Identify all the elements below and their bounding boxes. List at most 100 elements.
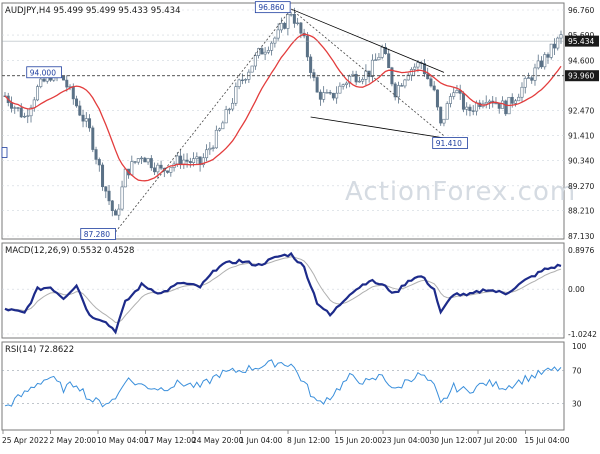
candle-body <box>413 66 417 70</box>
candle-body <box>195 156 199 159</box>
candle-body <box>110 200 114 212</box>
candle-body <box>169 167 173 173</box>
candle-body <box>123 168 127 188</box>
macd-panel-frame <box>1 242 565 339</box>
candle-body <box>296 22 300 25</box>
candle-body <box>201 157 205 166</box>
candle-body <box>107 190 111 202</box>
candle-body <box>62 76 66 81</box>
candle-body <box>276 29 280 39</box>
candle-body <box>23 115 27 118</box>
candle-body <box>104 186 108 192</box>
candle-body <box>36 86 40 101</box>
candle-body <box>279 22 283 31</box>
upper-trend-line <box>290 8 445 73</box>
price-tick-label: 87.130 <box>568 232 594 241</box>
candle-body <box>88 118 92 129</box>
rsi-line <box>4 359 562 408</box>
candle-body <box>221 122 225 130</box>
x-tick-label: 30 Jun 12:00 <box>430 436 478 445</box>
candle-body <box>16 107 20 109</box>
candle-body <box>426 73 430 80</box>
candle-body <box>461 93 465 110</box>
candle-body <box>455 90 459 94</box>
candle-body <box>97 159 101 166</box>
candle-body <box>231 102 235 110</box>
candle-body <box>315 77 319 93</box>
candle-body <box>65 79 69 88</box>
candle-body <box>185 159 189 162</box>
candle-body <box>351 73 355 77</box>
candle-body <box>474 102 478 112</box>
candle-body <box>403 79 407 87</box>
candle-body <box>383 46 387 55</box>
candle-body <box>517 96 521 102</box>
lower-trend-line <box>310 116 461 141</box>
annotation-label: 87.280 <box>84 230 110 239</box>
candle-body <box>435 89 439 108</box>
candle-body <box>543 54 547 68</box>
candle-body <box>357 80 361 83</box>
candle-body <box>361 79 365 82</box>
candle-body <box>338 85 342 94</box>
rsi-header: RSI(14) 72.8622 <box>5 345 74 355</box>
annotation-box <box>80 228 116 240</box>
candle-body <box>497 102 501 109</box>
candle-body <box>146 158 150 163</box>
candle-body <box>26 115 30 117</box>
macd-tick-label: 0.8976 <box>568 246 594 255</box>
candle-body <box>192 158 196 163</box>
left-edge-marker <box>1 147 8 158</box>
candle-body <box>273 37 277 44</box>
candle-body <box>552 43 556 49</box>
price-tick-label: 95.690 <box>568 31 594 40</box>
candle-body <box>510 96 514 104</box>
candle-body <box>289 13 293 16</box>
candle-body <box>380 46 384 58</box>
candle-body <box>94 149 98 160</box>
moving-average-line <box>4 33 562 182</box>
candle-body <box>136 158 140 163</box>
candle-body <box>520 86 524 98</box>
rsi-grid <box>2 370 564 404</box>
candle-body <box>244 79 248 81</box>
candle-body <box>292 13 296 24</box>
candle-body <box>166 170 170 173</box>
rally-dashed-line <box>115 8 292 233</box>
annotation-label: 96.860 <box>258 3 284 12</box>
x-tick-label: 2 May 20:00 <box>50 436 97 445</box>
candle-body <box>218 128 222 131</box>
support-price-tag: 93.960 <box>568 72 594 81</box>
x-tick-label: 10 May 04:00 <box>97 436 149 445</box>
candle-body <box>101 164 105 188</box>
x-tick-label: 17 May 12:00 <box>145 436 197 445</box>
candle-body <box>84 118 88 122</box>
price-candles <box>3 7 563 221</box>
candle-body <box>149 158 153 169</box>
x-tick-label: 24 May 20:00 <box>192 436 244 445</box>
candle-body <box>393 83 397 98</box>
candle-body <box>260 48 264 55</box>
candle-body <box>432 85 436 91</box>
x-tick-label: 8 Jun 12:00 <box>287 436 330 445</box>
candle-body <box>422 63 426 75</box>
candle-body <box>331 92 335 99</box>
rsi-tick-label: 100 <box>572 342 587 351</box>
candle-body <box>143 157 147 163</box>
x-tick-label: 15 Jul 04:00 <box>525 436 570 445</box>
annotation-label: 94.000 <box>30 68 56 77</box>
candle-body <box>214 129 218 149</box>
price-tick-label: 89.270 <box>568 182 594 191</box>
candle-body <box>429 78 433 87</box>
candle-body <box>117 208 121 216</box>
candle-body <box>312 72 316 78</box>
candle-body <box>374 59 378 61</box>
candle-body <box>406 74 410 81</box>
candle-body <box>153 167 157 173</box>
candle-body <box>348 75 352 84</box>
candle-body <box>549 43 553 58</box>
candle-body <box>556 37 560 49</box>
candle-body <box>179 155 183 165</box>
candle-body <box>442 118 446 124</box>
